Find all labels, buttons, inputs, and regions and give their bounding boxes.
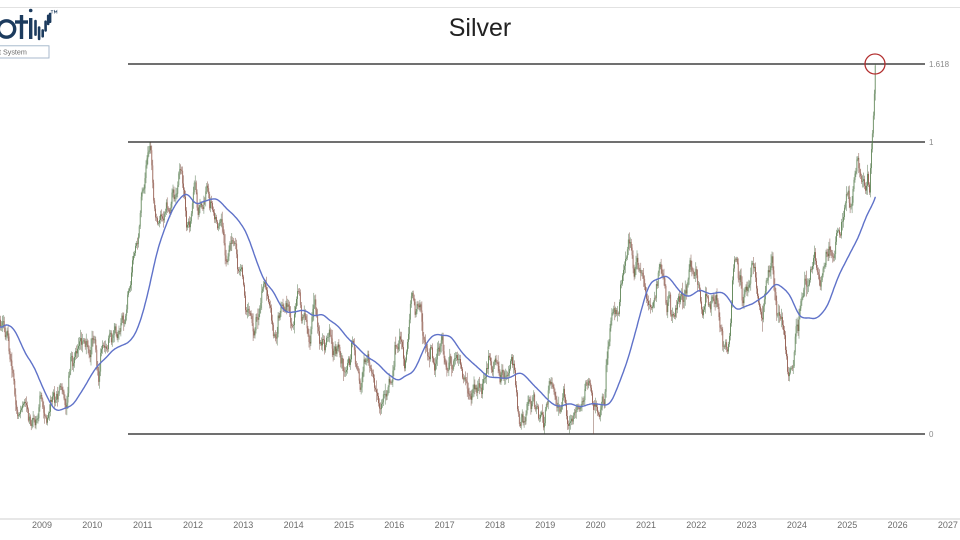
- svg-text:2012: 2012: [183, 520, 203, 530]
- svg-text:2015: 2015: [334, 520, 354, 530]
- svg-text:2009: 2009: [32, 520, 52, 530]
- svg-text:2023: 2023: [737, 520, 757, 530]
- svg-text:2022: 2022: [686, 520, 706, 530]
- svg-text:2013: 2013: [233, 520, 253, 530]
- svg-text:2010: 2010: [82, 520, 102, 530]
- svg-text:2019: 2019: [535, 520, 555, 530]
- svg-text:0: 0: [929, 430, 934, 439]
- svg-text:2025: 2025: [837, 520, 857, 530]
- svg-text:2020: 2020: [586, 520, 606, 530]
- svg-text:2021: 2021: [636, 520, 656, 530]
- svg-text:2027: 2027: [938, 520, 958, 530]
- svg-text:Management System: Management System: [0, 48, 27, 57]
- svg-text:1.618: 1.618: [929, 60, 950, 69]
- svg-text:2018: 2018: [485, 520, 505, 530]
- svg-text:2011: 2011: [133, 520, 152, 530]
- svg-text:2024: 2024: [787, 520, 807, 530]
- svg-text:2017: 2017: [435, 520, 455, 530]
- svg-text:2014: 2014: [284, 520, 304, 530]
- svg-text:1: 1: [929, 138, 934, 147]
- svg-text:2026: 2026: [888, 520, 908, 530]
- svg-text:2016: 2016: [384, 520, 404, 530]
